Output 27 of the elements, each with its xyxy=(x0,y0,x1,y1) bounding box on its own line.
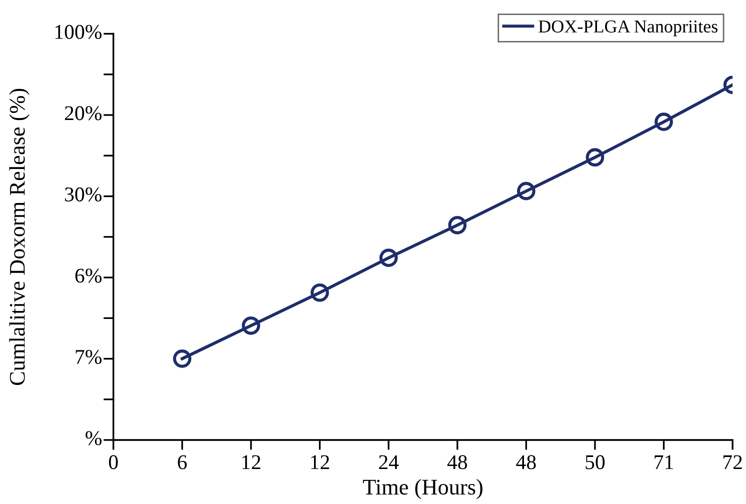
point xyxy=(586,148,604,167)
y-axis-title: Cumlalitive Doxorm Release (%) xyxy=(9,88,30,386)
text: 7% xyxy=(76,350,102,364)
x-tick-label: 72 xyxy=(724,455,742,470)
x-tick-label: 71 xyxy=(654,455,673,470)
text: 100% xyxy=(55,24,102,40)
point xyxy=(448,216,467,234)
x-tick-label: 24 xyxy=(379,455,399,470)
text: 6% xyxy=(75,268,102,283)
legend-label: DOX-PLGA Nanopriites xyxy=(538,20,718,36)
point xyxy=(517,182,536,200)
x-tick-label: 6 xyxy=(178,455,187,470)
x-tick-label: 48 xyxy=(447,455,468,470)
point xyxy=(310,283,329,302)
x-tick-label: 12 xyxy=(242,455,260,470)
point xyxy=(379,248,398,267)
text: 30% xyxy=(65,187,102,202)
point xyxy=(173,350,192,368)
text: 20% xyxy=(64,106,102,120)
point xyxy=(242,316,260,335)
x-axis-title: Time (Hours) xyxy=(362,479,482,500)
x-tick-label: 48 xyxy=(516,455,536,470)
point xyxy=(654,112,673,131)
x-tick-label: 0 xyxy=(108,455,118,470)
x-tick-label: 50 xyxy=(586,455,605,470)
x-tick-label: 12 xyxy=(311,455,330,470)
text: % xyxy=(86,431,102,446)
